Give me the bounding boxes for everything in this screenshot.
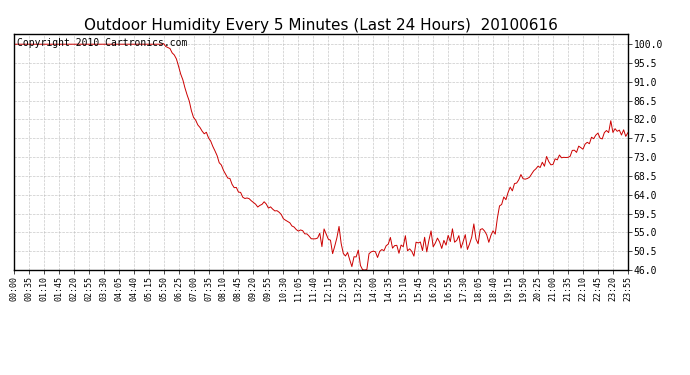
Text: Copyright 2010 Cartronics.com: Copyright 2010 Cartronics.com [17,39,187,48]
Title: Outdoor Humidity Every 5 Minutes (Last 24 Hours)  20100616: Outdoor Humidity Every 5 Minutes (Last 2… [84,18,558,33]
